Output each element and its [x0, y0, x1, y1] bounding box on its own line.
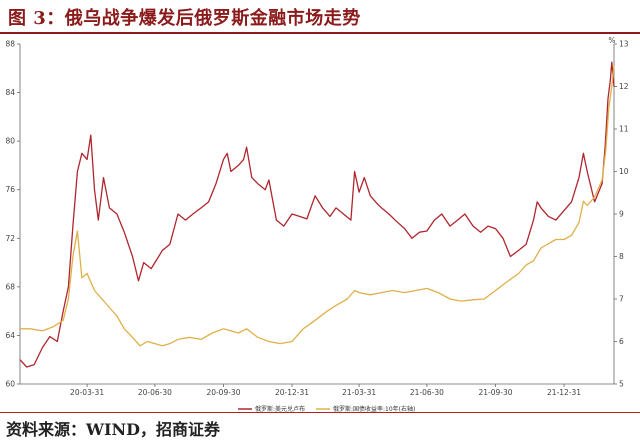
footer-divider: [0, 412, 640, 413]
x-tick-label: 20-12-31: [275, 388, 309, 397]
legend-label: 俄罗斯:美元兑卢布: [255, 405, 305, 412]
x-tick-label: 20-09-30: [206, 388, 240, 397]
y-right-tick-label: 10: [619, 167, 629, 176]
y-right-unit-label: %: [608, 36, 615, 45]
series-line-bond-yield: [20, 65, 615, 347]
y-right-tick-label: 5: [619, 380, 624, 389]
y-left-tick-label: 80: [5, 137, 15, 146]
x-tick-label: 21-03-31: [342, 388, 376, 397]
title-divider: [0, 32, 640, 34]
y-left-tick-label: 64: [5, 331, 15, 340]
source-note: 资料来源：WIND，招商证券: [6, 420, 220, 439]
chart-title: 图 3：俄乌战争爆发后俄罗斯金融市场走势: [8, 8, 361, 29]
y-right-tick-label: 12: [619, 82, 629, 91]
x-tick-label: 21-12-31: [547, 388, 581, 397]
x-tick-label: 21-09-30: [478, 388, 512, 397]
y-right-tick-label: 9: [619, 210, 624, 219]
y-right-tick-label: 11: [619, 125, 629, 134]
x-tick-label: 20-03-31: [70, 388, 104, 397]
y-left-tick-label: 84: [5, 88, 15, 97]
x-tick-label: 20-06-30: [138, 388, 172, 397]
y-left-tick-label: 60: [5, 380, 15, 389]
y-left-tick-label: 88: [5, 40, 15, 49]
chart-area: 60 64 68 72 76 80 84 88 5 6 7 8 9 10 11 12 13% 20-03-31 20…: [5, 36, 628, 412]
y-left-tick-label: 72: [5, 234, 15, 243]
y-right-tick-label: 7: [619, 295, 624, 304]
legend-label: 俄罗斯:国债收益率:10年(右轴): [333, 405, 415, 412]
y-right-tick-label: 8: [619, 252, 624, 261]
series-line-usd-rub: [19, 61, 615, 368]
series-group: [19, 61, 615, 368]
legend: 俄罗斯:美元兑卢布 俄罗斯:国债收益率:10年(右轴): [238, 405, 415, 412]
x-tick-label: 21-06-30: [410, 388, 444, 397]
axes-group: 60 64 68 72 76 80 84 88 5 6 7 8 9 10 11 12 13% 20-03-31 20…: [5, 36, 628, 397]
y-left-tick-label: 76: [5, 185, 15, 194]
y-right-tick-label: 13: [619, 40, 629, 49]
y-right-tick-label: 6: [619, 337, 624, 346]
y-left-tick-label: 68: [5, 282, 15, 291]
